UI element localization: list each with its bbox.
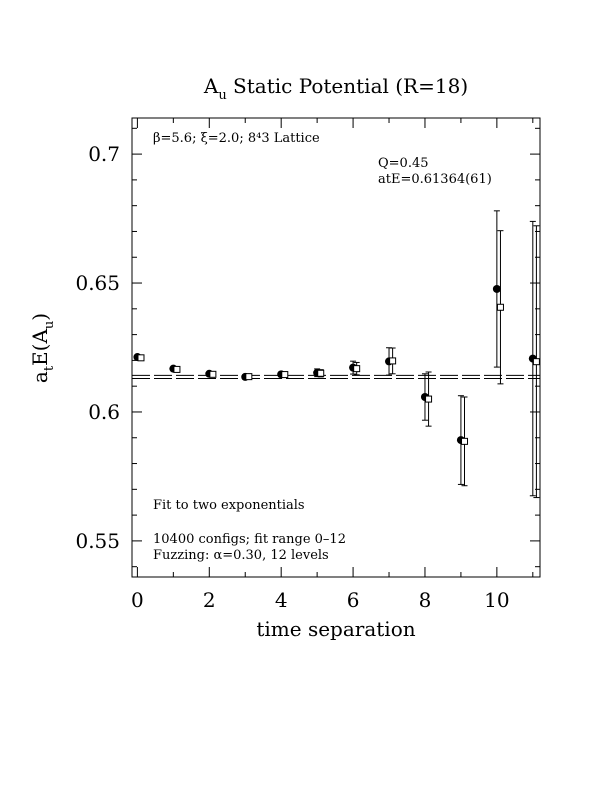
fit-band xyxy=(132,374,540,379)
x-axis-label: time separation xyxy=(256,617,415,641)
x-tick-label: 8 xyxy=(419,588,432,612)
data-point-square xyxy=(461,437,469,445)
data-point-square xyxy=(389,357,397,365)
x-tick-label: 10 xyxy=(484,588,509,612)
y-axis-label: atE(Au) xyxy=(28,313,57,383)
x-tick-label: 2 xyxy=(203,588,216,612)
x-tick-label: 4 xyxy=(275,588,288,612)
annotation-lattice: β=5.6; ξ=2.0; 8⁴3 Lattice xyxy=(153,131,320,146)
y-tick-label: 0.6 xyxy=(88,400,120,424)
y-tick-label: 0.65 xyxy=(75,271,120,295)
annotation-q: Q=0.45 xyxy=(378,156,429,171)
data-point-square xyxy=(425,395,433,403)
data-point-square xyxy=(245,373,253,381)
data-point-square xyxy=(137,354,145,362)
data-point-circle xyxy=(492,284,501,293)
annotation-fit-energy: atE=0.61364(61) xyxy=(378,172,492,187)
x-axis-ticks: 0 2 4 6 8 10 xyxy=(131,118,534,612)
y-tick-label: 0.55 xyxy=(75,529,120,553)
data-points xyxy=(133,210,540,499)
annotation-fit-type: Fit to two exponentials xyxy=(153,498,305,513)
x-tick-label: 0 xyxy=(131,588,144,612)
data-point-square xyxy=(281,371,289,379)
annotation-configs: 10400 configs; fit range 0–12 xyxy=(153,532,346,547)
data-point-square xyxy=(496,303,504,311)
data-point-square xyxy=(532,358,540,366)
plot-frame xyxy=(131,117,541,578)
data-point-square xyxy=(173,365,181,373)
data-point-square xyxy=(353,365,361,373)
data-point-square xyxy=(317,369,325,377)
annotation-fuzzing: Fuzzing: α=0.30, 12 levels xyxy=(153,548,329,563)
y-axis-ticks: 0.55 0.6 0.65 0.7 xyxy=(75,127,540,568)
data-point-square xyxy=(209,370,217,378)
y-tick-label: 0.7 xyxy=(88,142,120,166)
chart-title: Au Static Potential (R=18) xyxy=(203,74,468,103)
x-tick-label: 6 xyxy=(347,588,360,612)
